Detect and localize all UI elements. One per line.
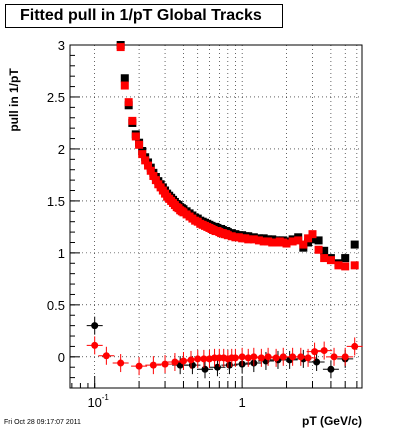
data-point (304, 354, 312, 362)
data-point (116, 43, 125, 52)
y-tick-label: 3 (58, 38, 65, 53)
data-point (128, 116, 137, 125)
data-point (120, 74, 129, 83)
data-point (320, 254, 329, 263)
data-point (135, 140, 144, 149)
y-axis-label: pull in 1/pT (7, 68, 21, 132)
data-point (264, 353, 272, 361)
data-point (257, 354, 265, 362)
data-point (249, 235, 258, 244)
data-point (304, 234, 313, 243)
data-point (304, 238, 313, 247)
data-point (117, 359, 125, 367)
data-point (326, 256, 335, 265)
data-point (231, 354, 239, 362)
y-tick-label: 2.5 (47, 90, 65, 105)
data-point (149, 361, 157, 369)
data-point (314, 245, 323, 254)
data-point (179, 357, 187, 365)
data-point (308, 230, 317, 239)
data-point (308, 235, 317, 244)
data-point (264, 237, 273, 246)
data-point (250, 353, 258, 361)
data-point (151, 176, 160, 185)
data-point (320, 246, 329, 255)
data-point (146, 166, 155, 175)
data-point (282, 239, 291, 248)
x-tick-label: 1 (239, 395, 246, 410)
x-tick-label-exponent: -1 (102, 393, 110, 402)
data-point (341, 262, 350, 271)
data-point (311, 348, 319, 356)
data-point (288, 237, 297, 246)
data-point (272, 354, 280, 362)
data-point (201, 365, 209, 373)
data-point (187, 356, 195, 364)
data-point (138, 150, 147, 159)
data-point (161, 360, 169, 368)
y-tick-label: 1.5 (47, 194, 65, 209)
data-point (124, 98, 133, 107)
y-tick-label: 2 (58, 142, 65, 157)
data-point (334, 261, 343, 270)
data-point (254, 236, 263, 245)
x-tick-label: 10 (87, 395, 101, 410)
plot-area (69, 44, 363, 389)
data-point (327, 365, 335, 373)
data-point (91, 322, 99, 330)
data-point (244, 235, 253, 244)
data-point (135, 362, 143, 370)
data-point (350, 261, 359, 270)
data-point (341, 353, 349, 361)
data-point (259, 237, 268, 246)
data-point (350, 240, 359, 249)
chart-title: Fitted pull in 1/pT Global Tracks (5, 4, 283, 28)
data-point (351, 342, 359, 350)
data-point (341, 254, 350, 263)
data-point (141, 156, 150, 165)
data-point (314, 236, 323, 245)
data-point (299, 240, 308, 249)
data-point (102, 352, 110, 360)
timestamp-footer: Fri Oct 28 09:17:07 2011 (4, 419, 81, 426)
series (86, 41, 363, 379)
data-point (297, 353, 305, 361)
y-tick-label: 1 (58, 246, 65, 261)
data-point (244, 354, 252, 362)
data-point (144, 161, 153, 170)
grid (70, 45, 362, 388)
data-point (289, 353, 297, 361)
data-point (330, 353, 338, 361)
axes: 0 0.5 1 1.5 2 2.5 3 10 -1 1 (47, 38, 358, 410)
data-point (320, 347, 328, 355)
data-point (91, 341, 99, 349)
data-point (120, 81, 129, 90)
data-point (238, 353, 246, 361)
x-axis-label: pT (GeV/c) (302, 414, 362, 428)
plot-frame (69, 44, 363, 389)
data-point (279, 353, 287, 361)
data-point (149, 171, 158, 180)
data-point (131, 132, 140, 141)
data-point (294, 236, 303, 245)
y-tick-label: 0 (58, 350, 65, 365)
data-point (171, 358, 179, 366)
y-tick-label: 0.5 (47, 298, 65, 313)
